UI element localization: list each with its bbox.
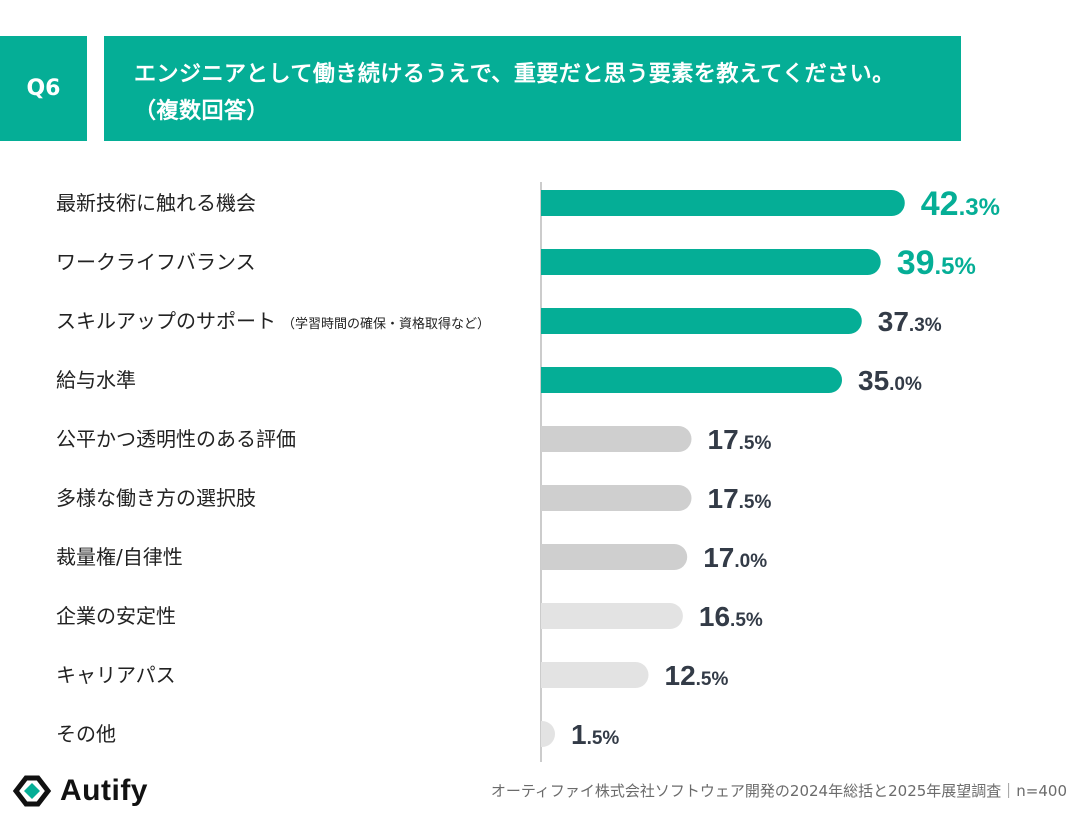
question-number: Q6: [0, 36, 87, 141]
data-label: 35.0%: [858, 365, 922, 396]
data-label: 42.3%: [921, 185, 1000, 223]
bar: [541, 603, 683, 629]
category-label: 最新技術に触れる機会: [56, 191, 256, 215]
bar: [541, 721, 555, 747]
data-label: 16.5%: [699, 601, 763, 632]
bar: [541, 544, 688, 570]
data-label: 17.5%: [708, 483, 772, 514]
category-label: 裁量権/自律性: [56, 545, 183, 569]
category-label: 公平かつ透明性のある評価: [56, 427, 296, 451]
category-label: キャリアパス: [56, 663, 176, 687]
category-label: ワークライフバランス: [56, 250, 256, 274]
data-label: 39.5%: [897, 244, 976, 282]
data-label: 37.3%: [878, 306, 942, 337]
bar: [541, 308, 862, 334]
bar: [541, 426, 692, 452]
category-label: 企業の安定性: [56, 604, 176, 628]
question-title: エンジニアとして働き続けるうえで、重要だと思う要素を教えてください。（複数回答）: [104, 36, 961, 141]
bar: [541, 662, 649, 688]
category-label: その他: [56, 722, 116, 746]
category-label: 多様な働き方の選択肢: [56, 486, 256, 510]
autify-logo-icon: [12, 775, 52, 807]
data-label: 17.0%: [703, 542, 767, 573]
autify-logo: Autify: [12, 773, 148, 809]
data-label: 12.5%: [665, 660, 729, 691]
category-label: 給与水準: [56, 368, 136, 392]
data-label: 17.5%: [708, 424, 772, 455]
survey-source-note: オーティファイ株式会社ソフトウェア開発の2024年総括と2025年展望調査｜n=…: [490, 782, 1067, 800]
category-sublabel: （学習時間の確保・資格取得など）: [282, 316, 490, 332]
bar: [541, 249, 881, 275]
logo-text: Autify: [60, 774, 148, 807]
category-label: スキルアップのサポート （学習時間の確保・資格取得など）: [56, 309, 490, 333]
data-label: 1.5%: [571, 719, 619, 750]
bar: [541, 367, 842, 393]
bar: [541, 485, 692, 511]
bar: [541, 190, 905, 216]
